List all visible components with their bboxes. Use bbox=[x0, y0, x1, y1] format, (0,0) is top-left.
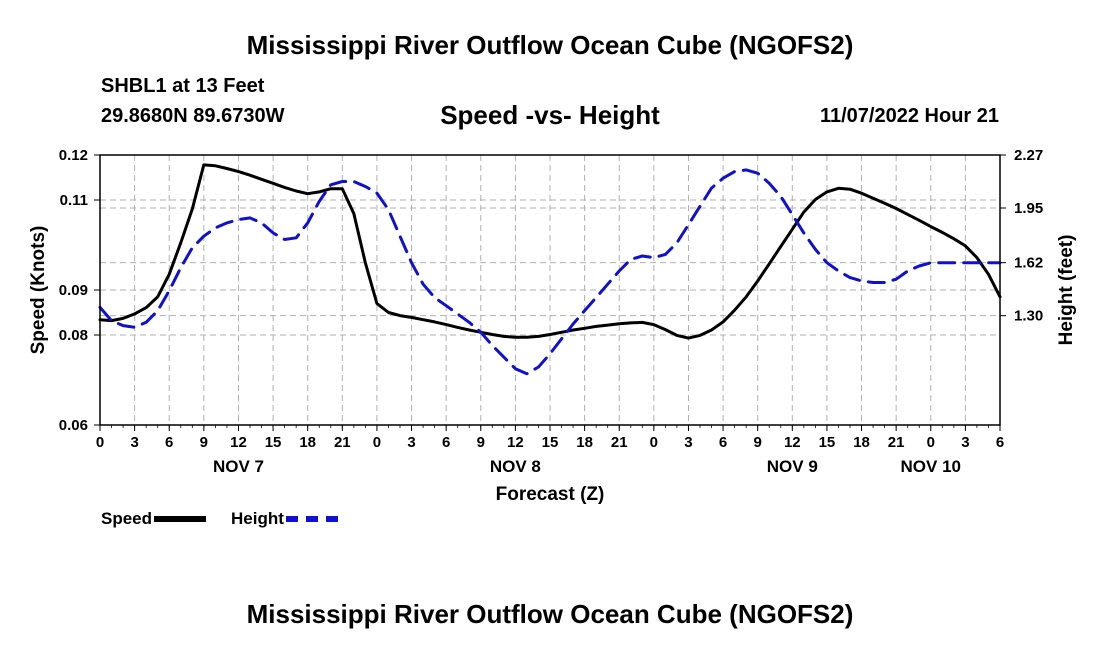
x-tick-label: 12 bbox=[230, 434, 247, 451]
day-label: NOV 9 bbox=[767, 457, 818, 476]
x-tick-label: 12 bbox=[507, 434, 524, 451]
height-series-line bbox=[98, 168, 1002, 376]
chart-subtitle: Speed -vs- Height bbox=[440, 100, 660, 130]
x-tick-label: 6 bbox=[442, 434, 450, 451]
y-axis-title: Speed (Knots) bbox=[28, 226, 49, 355]
day-label: NOV 8 bbox=[490, 457, 541, 476]
legend-speed: Speed bbox=[101, 509, 207, 529]
x-tick-label: 3 bbox=[961, 434, 969, 451]
y-tick-label: 0.09 bbox=[59, 282, 88, 299]
y2-tick-label: 1.62 bbox=[1014, 255, 1043, 272]
series-layer bbox=[98, 163, 1002, 376]
x-tick-label: 18 bbox=[853, 434, 870, 451]
x-tick-label: 9 bbox=[477, 434, 485, 451]
x-tick-label: 0 bbox=[373, 434, 381, 451]
x-tick-label: 0 bbox=[927, 434, 935, 451]
legend-height: Height bbox=[231, 509, 338, 529]
legend-speed-swatch bbox=[154, 516, 207, 522]
day-label: NOV 10 bbox=[901, 457, 961, 476]
y2-tick-label: 1.95 bbox=[1014, 200, 1043, 217]
x-tick-label: 21 bbox=[611, 434, 628, 451]
y2-tick-label: 1.30 bbox=[1014, 308, 1043, 325]
x-tick-label: 21 bbox=[334, 434, 351, 451]
legend-speed-label: Speed bbox=[101, 509, 153, 528]
x-tick-label: 6 bbox=[719, 434, 727, 451]
day-label: NOV 7 bbox=[213, 457, 264, 476]
x-tick-label: 0 bbox=[650, 434, 658, 451]
x-tick-label: 15 bbox=[265, 434, 282, 451]
axis-labels: 0 3 6 9 12 15 18 21 0 3 6 9 12 15 18 21 0 3 6 9 12 15 18 21 0 3 6 N… bbox=[59, 147, 1043, 476]
y-tick-label: 0.12 bbox=[59, 147, 88, 164]
legend-height-label: Height bbox=[231, 509, 284, 528]
y-tick-label: 0.08 bbox=[59, 327, 88, 344]
x-tick-label: 6 bbox=[165, 434, 173, 451]
footer-title: Mississippi River Outflow Ocean Cube (NG… bbox=[246, 599, 854, 629]
x-tick-label: 3 bbox=[684, 434, 692, 451]
x-axis-title: Forecast (Z) bbox=[496, 484, 605, 505]
speed-series-line bbox=[98, 163, 1002, 340]
chart-title: Mississippi River Outflow Ocean Cube (NG… bbox=[246, 30, 854, 60]
speed-height-chart: 0 3 6 9 12 15 18 21 0 3 6 9 12 15 18 21 0 3 6 9 12 15 18 21 0 3 6 N… bbox=[28, 147, 1077, 505]
x-tick-label: 9 bbox=[754, 434, 762, 451]
x-tick-label: 18 bbox=[299, 434, 316, 451]
x-tick-label: 9 bbox=[200, 434, 208, 451]
x-tick-label: 0 bbox=[96, 434, 104, 451]
x-tick-label: 3 bbox=[130, 434, 138, 451]
x-tick-label: 18 bbox=[576, 434, 593, 451]
x-tick-label: 12 bbox=[784, 434, 801, 451]
legend-height-swatch bbox=[285, 516, 338, 522]
forecast-datetime: 11/07/2022 Hour 21 bbox=[819, 105, 999, 127]
x-tick-label: 6 bbox=[996, 434, 1004, 451]
x-tick-label: 3 bbox=[407, 434, 415, 451]
x-tick-label: 15 bbox=[542, 434, 559, 451]
x-tick-label: 15 bbox=[819, 434, 836, 451]
y2-tick-label: 2.27 bbox=[1014, 147, 1043, 164]
y2-axis-title: Height (feet) bbox=[1056, 235, 1077, 346]
axis-ticks bbox=[94, 154, 1006, 431]
coordinates-label: 29.8680N 89.6730W bbox=[101, 105, 285, 127]
station-label: SHBL1 at 13 Feet bbox=[101, 75, 265, 97]
y-tick-label: 0.11 bbox=[60, 192, 88, 209]
y-tick-label: 0.06 bbox=[59, 417, 88, 434]
x-tick-label: 21 bbox=[888, 434, 905, 451]
